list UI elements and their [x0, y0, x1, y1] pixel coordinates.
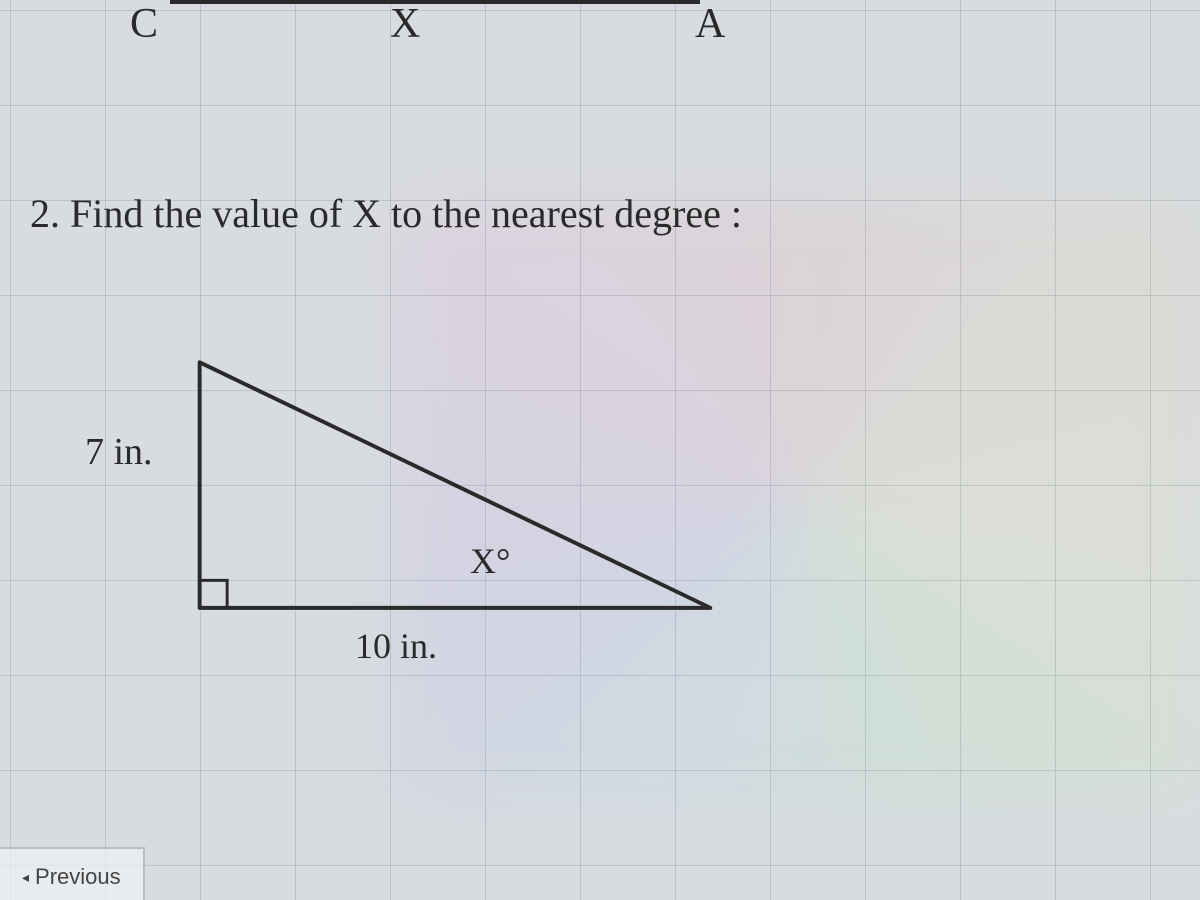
chevron-left-icon: ◂	[22, 869, 29, 886]
previous-button[interactable]: ◂ Previous	[0, 847, 145, 900]
side-label-vertical: 7 in.	[85, 430, 153, 474]
triangle-svg	[180, 330, 730, 650]
line-segment-ca	[170, 0, 700, 4]
angle-label-x: X°	[470, 540, 510, 582]
triangle-figure	[180, 330, 730, 650]
vertex-label-c: C	[130, 0, 158, 48]
side-label-horizontal: 10 in.	[355, 625, 437, 667]
segment-label-x: X	[390, 0, 420, 48]
triangle-shape	[200, 362, 711, 608]
right-angle-marker	[200, 580, 228, 608]
vertex-label-a: A	[695, 0, 725, 48]
previous-button-label: Previous	[35, 864, 121, 890]
problem-statement: 2. Find the value of X to the nearest de…	[30, 190, 742, 237]
